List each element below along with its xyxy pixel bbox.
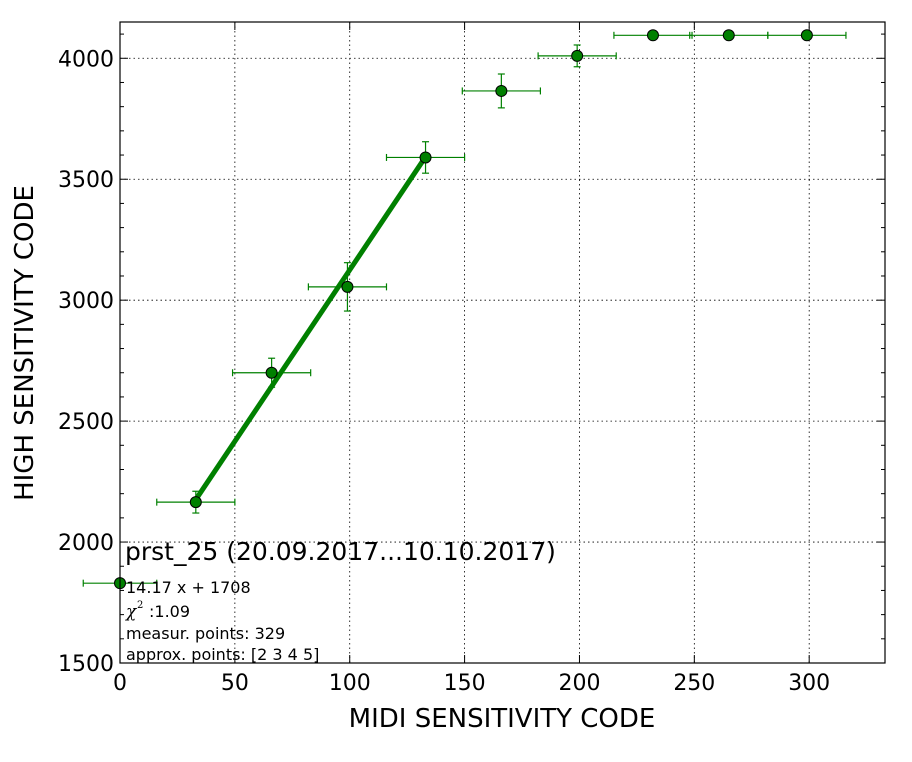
data-point [265, 366, 278, 379]
y-tick-label: 3500 [58, 168, 114, 193]
annotation-box: prst_25 (20.09.2017...10.10.2017) 14.17 … [125, 537, 556, 664]
y-tick-label: 3000 [58, 289, 114, 314]
x-tick-label: 150 [444, 671, 486, 696]
data-point [646, 29, 659, 42]
annotation-chi2-symbol: χ [125, 602, 138, 622]
x-tick-label: 100 [329, 671, 371, 696]
data-point [495, 84, 508, 97]
annotation-title: prst_25 (20.09.2017...10.10.2017) [125, 537, 556, 566]
x-axis-label: MIDI SENSITIVITY CODE [349, 704, 656, 734]
annotation-chi2-exponent: 2 [137, 600, 143, 611]
y-tick-label: 2000 [58, 531, 114, 556]
annotation-approx-points: approx. points: [2 3 4 5] [126, 645, 319, 664]
y-tick-label: 2500 [58, 410, 114, 435]
data-point [800, 29, 813, 42]
y-axis-label: HIGH SENSITIVITY CODE [10, 185, 40, 501]
fit-line [193, 155, 428, 501]
y-tick-label: 4000 [58, 47, 114, 72]
data-point [571, 49, 584, 62]
data-point [722, 29, 735, 42]
data-point [341, 280, 354, 293]
annotation-measur-points: measur. points: 329 [126, 624, 285, 643]
data-point [419, 151, 432, 164]
x-tick-labels: 0 50 100 150 200 250 300 [113, 671, 830, 696]
annotation-chi2-value: :1.09 [149, 602, 190, 621]
data-point [189, 496, 202, 509]
fit-layer [193, 155, 428, 501]
y-tick-labels: 1500 2000 2500 3000 3500 4000 [58, 47, 114, 677]
plot-frame [119, 21, 886, 664]
x-tick-label: 200 [558, 671, 600, 696]
x-tick-label: 50 [221, 671, 249, 696]
x-tick-label: 250 [673, 671, 715, 696]
plot-background [120, 22, 885, 663]
x-tick-label: 0 [113, 671, 127, 696]
grid [120, 22, 885, 663]
y-tick-label: 1500 [58, 652, 114, 677]
data-points [114, 29, 813, 590]
annotation-equation: 14.17 x + 1708 [126, 578, 251, 597]
x-tick-label: 300 [788, 671, 830, 696]
